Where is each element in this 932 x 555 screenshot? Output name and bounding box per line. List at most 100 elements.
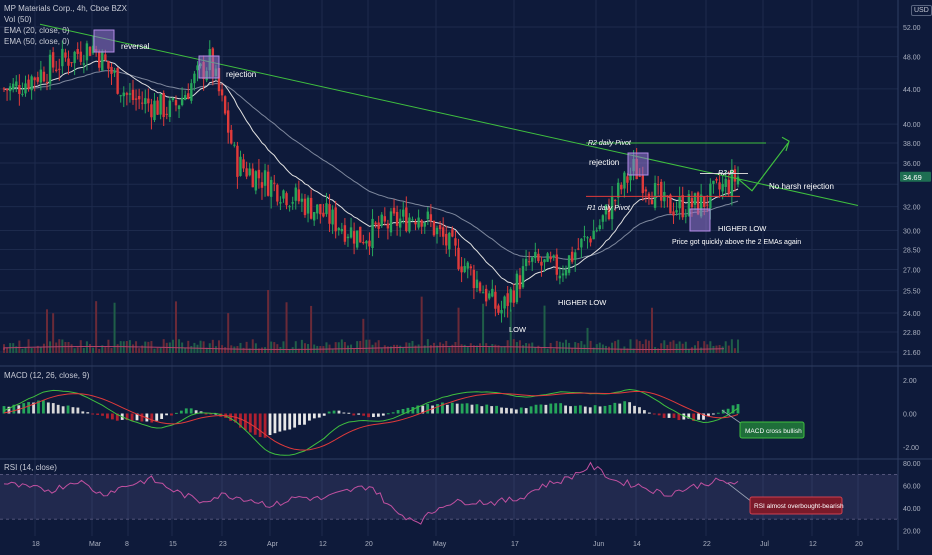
candle-body (549, 256, 552, 260)
candle-body (165, 113, 168, 115)
macd-histogram-bar (559, 403, 563, 414)
candle-body (266, 171, 270, 196)
volume-bar (156, 347, 159, 353)
macd-histogram-bar (441, 402, 444, 414)
volume-bar (396, 344, 399, 353)
candle-body (239, 156, 242, 176)
arrow-head-icon (781, 136, 790, 152)
candle-body (607, 206, 611, 220)
macd-histogram-bar (273, 413, 277, 434)
candle-body (125, 93, 129, 95)
macd-histogram-bar (32, 402, 35, 414)
volume-bar (307, 344, 310, 353)
macd-histogram-bar (460, 403, 464, 414)
candle-body (346, 236, 350, 239)
volume-bar (592, 347, 595, 353)
symbol-title[interactable]: MP Materials Corp., 4h, Cboe BZX (4, 4, 128, 13)
volume-bar (67, 342, 70, 353)
candle-body (595, 230, 598, 232)
macd-histogram-bar (711, 413, 715, 415)
candle-body (27, 79, 30, 89)
volume-bar (104, 347, 107, 353)
rsi-tick-label: 40.00 (903, 506, 921, 513)
candle-body (389, 211, 393, 233)
volume-bar (380, 348, 383, 353)
volume-bar (73, 348, 76, 353)
candle-body (712, 180, 715, 184)
volume-bar (371, 344, 374, 353)
currency-badge[interactable]: USD (911, 5, 932, 16)
candle-body (411, 219, 414, 221)
candle-body (561, 273, 565, 276)
time-tick-label: 8 (125, 541, 129, 548)
volume-bar (426, 339, 429, 353)
annotation-r2-pivot: R2 daily Pivot (588, 140, 632, 147)
volume-bar (399, 345, 402, 353)
candle-body (134, 98, 138, 100)
macd-histogram-bar (411, 406, 415, 414)
macd-tick-label: 0.00 (903, 412, 917, 419)
macd-histogram-bar (436, 404, 439, 414)
volume-bar (537, 345, 540, 353)
volume-bar (303, 343, 306, 353)
volume-bar (18, 340, 21, 353)
macd-histogram-bar (101, 413, 104, 416)
macd-histogram-bar (406, 407, 410, 414)
volume-bar (153, 348, 156, 353)
time-tick-label: 12 (809, 541, 817, 548)
time-tick-label: Mar (89, 541, 102, 548)
volume-bar (325, 342, 328, 353)
rsi-indicator-label[interactable]: RSI (14, close) (4, 463, 57, 472)
volume-bar (727, 345, 730, 353)
price-tick-label: 36.00 (903, 161, 921, 168)
candle-body (503, 296, 506, 309)
macd-histogram-bar (278, 413, 282, 432)
macd-histogram-bar (697, 413, 700, 420)
macd-histogram-bar (308, 413, 311, 421)
macd-histogram-bar (455, 403, 459, 414)
volume-bar (479, 343, 482, 353)
volume-bar (162, 339, 165, 353)
macd-histogram-bar (682, 413, 686, 420)
time-tick-label: Jun (593, 541, 604, 548)
candle-body (693, 193, 697, 205)
macd-pane: MACD cross bullish (2, 388, 805, 456)
candle-body (518, 275, 522, 290)
volume-bar (641, 344, 644, 353)
candle-body (61, 48, 64, 67)
candle-body (574, 252, 577, 260)
volume-bar (460, 344, 463, 353)
volume-bar (540, 347, 543, 353)
vol-indicator-label[interactable]: Vol (50) (4, 15, 32, 24)
volume-bar (383, 345, 386, 353)
volume-bar (288, 348, 291, 353)
ema20-indicator-label[interactable]: EMA (20, close, 0) (4, 26, 70, 35)
candle-body (340, 228, 344, 232)
macd-indicator-label[interactable]: MACD (12, 26, close, 9) (4, 371, 90, 380)
candle-body (352, 231, 356, 244)
candle-body (368, 240, 371, 247)
ema50-indicator-label[interactable]: EMA (50, close, 0) (4, 37, 70, 46)
candle-body (269, 180, 273, 197)
volume-bar (184, 347, 187, 353)
candle-body (423, 222, 426, 227)
time-tick-label: 17 (511, 541, 519, 548)
candle-body (291, 202, 294, 204)
macd-histogram-bar (638, 407, 641, 414)
macd-histogram-bar (27, 402, 31, 414)
macd-histogram-bar (71, 407, 75, 414)
candle-body (116, 68, 119, 94)
volume-bar (488, 345, 491, 353)
time-tick-label: 20 (855, 541, 863, 548)
annotation-reversal: reversal (121, 42, 150, 51)
higher-low-box (689, 208, 711, 232)
candle-body (303, 198, 307, 216)
volume-bar (721, 346, 724, 353)
candle-body (104, 54, 107, 61)
annotation-rejection-2: rejection (589, 158, 619, 167)
macd-histogram-bar (288, 413, 292, 430)
volume-bar (472, 345, 475, 353)
volume-bar (690, 347, 693, 353)
macd-histogram-bar (470, 404, 474, 414)
